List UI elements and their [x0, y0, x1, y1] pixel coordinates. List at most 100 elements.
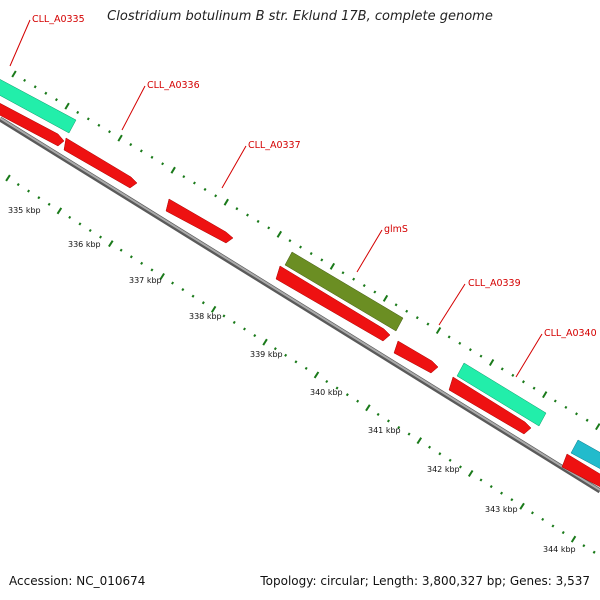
- scale-tick: [129, 255, 133, 259]
- scale-tick: [362, 284, 366, 288]
- scale-tick: [405, 309, 409, 313]
- scale-tick: [262, 338, 268, 346]
- cds-feature[interactable]: [561, 453, 600, 492]
- scale-tick: [365, 404, 371, 412]
- gene-label[interactable]: CLL_A0336: [147, 80, 200, 91]
- gene-feature-cll-a0340[interactable]: [456, 362, 547, 427]
- scale-tick: [575, 412, 578, 416]
- scale-tick: [382, 294, 389, 302]
- scale-tick: [325, 379, 329, 384]
- ruler-label: 340 kbp: [310, 388, 343, 397]
- scale-tick: [27, 189, 31, 193]
- scale-tick: [214, 194, 218, 198]
- scale-tick: [468, 348, 472, 352]
- scale-tick: [397, 425, 401, 430]
- scale-tick: [44, 91, 48, 95]
- inner-tick-ring: [5, 174, 596, 554]
- outer-tick-ring: [11, 70, 600, 431]
- scale-tick: [352, 277, 356, 281]
- scale-tick: [5, 174, 11, 182]
- scale-tick: [521, 380, 525, 384]
- gene-label[interactable]: CLL_A0337: [248, 140, 301, 151]
- gene-track: [0, 74, 600, 474]
- scale-tick: [345, 393, 349, 397]
- scale-tick: [97, 123, 101, 127]
- gene-feature-cyan[interactable]: [570, 439, 600, 474]
- scale-tick: [489, 485, 493, 489]
- scale-tick: [373, 290, 377, 294]
- scale-tick: [192, 181, 196, 185]
- gene-label[interactable]: CLL_A0335: [32, 14, 85, 25]
- scale-tick: [415, 316, 419, 320]
- scale-tick: [299, 245, 303, 249]
- scale-tick: [438, 452, 442, 456]
- gene-feature-cll-a0335[interactable]: [0, 74, 77, 134]
- ruler-label: 344 kbp: [543, 545, 576, 554]
- scale-tick: [532, 386, 536, 390]
- scale-tick: [47, 202, 51, 206]
- scale-tick: [320, 258, 324, 262]
- ruler-label: 337 kbp: [129, 276, 162, 285]
- scale-tick: [88, 228, 92, 233]
- cds-feature[interactable]: [448, 376, 532, 435]
- cds-feature[interactable]: [63, 137, 138, 189]
- ruler-labels: 335 kbp 336 kbp 337 kbp 338 kbp 339 kbp …: [8, 206, 576, 554]
- genome-summary-text: Topology: circular; Length: 3,800,327 bp…: [260, 574, 590, 588]
- scale-tick: [129, 142, 133, 147]
- accession-text: Accession: NC_010674: [9, 574, 146, 588]
- scale-tick: [416, 437, 423, 445]
- scale-tick: [33, 85, 37, 89]
- scale-tick: [139, 149, 143, 153]
- ruler-label: 335 kbp: [8, 206, 41, 215]
- scale-tick: [159, 272, 165, 280]
- scale-tick: [267, 226, 271, 230]
- cds-feature[interactable]: [393, 340, 439, 374]
- scale-tick: [541, 517, 545, 521]
- ruler-label: 336 kbp: [68, 240, 101, 249]
- scale-tick: [86, 117, 90, 121]
- scale-tick: [595, 423, 600, 431]
- scale-tick: [11, 70, 17, 78]
- cds-feature[interactable]: [165, 198, 234, 244]
- scale-tick: [276, 230, 283, 238]
- gene-label[interactable]: CLL_A0339: [468, 278, 521, 289]
- scale-tick: [488, 358, 495, 367]
- scale-tick: [56, 207, 63, 215]
- scale-tick: [170, 166, 176, 174]
- scale-tick: [273, 347, 277, 351]
- scale-tick: [78, 222, 82, 226]
- cds-feature[interactable]: [275, 265, 391, 342]
- scale-tick: [256, 219, 260, 223]
- gene-label[interactable]: CLL_A0340: [544, 328, 597, 339]
- scale-tick: [448, 458, 452, 462]
- scale-tick: [108, 240, 114, 248]
- scale-tick: [117, 134, 123, 142]
- gene-label[interactable]: glmS: [384, 224, 408, 235]
- genome-backbone: [0, 116, 600, 494]
- scale-tick: [108, 130, 111, 134]
- gene-feature-glms[interactable]: [284, 251, 404, 332]
- scale-tick: [592, 550, 596, 554]
- ruler-label: 338 kbp: [189, 312, 222, 321]
- scale-tick: [232, 320, 236, 325]
- scale-tick: [313, 371, 320, 379]
- scale-tick: [458, 465, 462, 469]
- ruler-label: 341 kbp: [368, 426, 401, 435]
- scale-tick: [510, 498, 514, 502]
- scale-tick: [37, 196, 41, 200]
- scale-tick: [394, 303, 398, 307]
- scale-tick: [16, 183, 20, 187]
- cds-feature[interactable]: [0, 98, 65, 147]
- scale-tick: [458, 341, 462, 345]
- scale-tick: [309, 252, 313, 256]
- scale-tick: [428, 445, 432, 449]
- scale-tick: [479, 478, 483, 482]
- cds-track: [0, 98, 600, 492]
- scale-tick: [222, 314, 226, 318]
- scale-tick: [54, 98, 58, 102]
- scale-tick: [288, 239, 292, 243]
- scale-tick: [191, 294, 195, 298]
- scale-tick: [182, 175, 186, 179]
- gene-callout-lines: [9, 19, 543, 378]
